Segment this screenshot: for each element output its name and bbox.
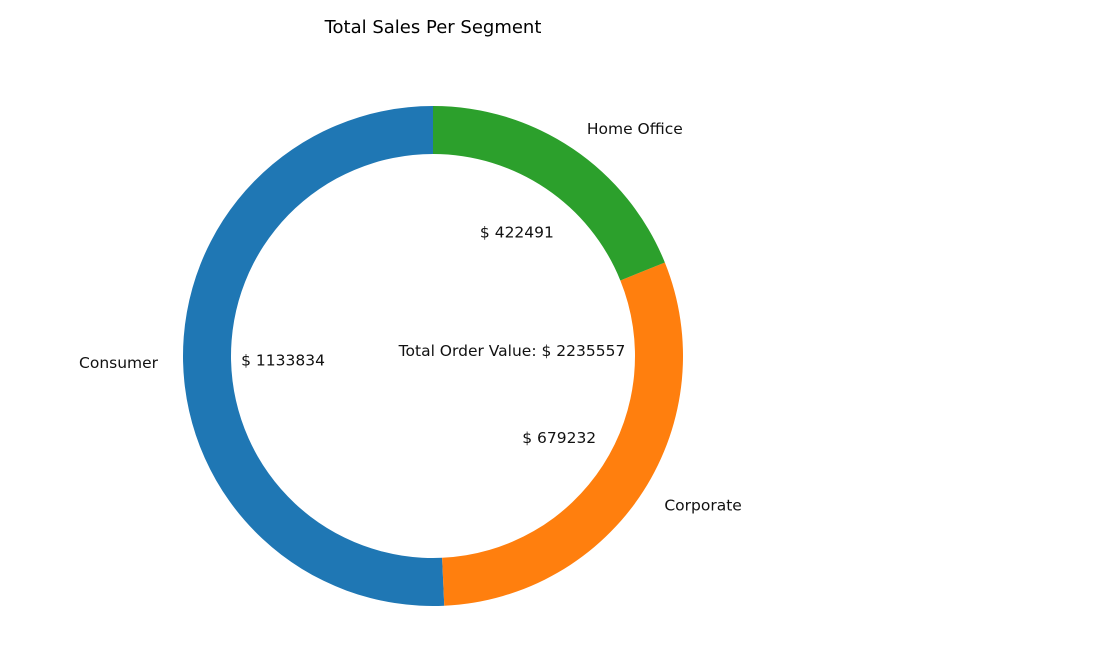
value-label-home-office: $ 422491 (480, 224, 554, 242)
donut-labels: Consumer $ 1133834 Corporate $ 679232 Home O… (79, 120, 742, 515)
slice-consumer (182, 106, 445, 607)
slice-label-home-office: Home Office (587, 120, 683, 138)
center-total-label: Total Order Value: $ 2235557 (398, 342, 626, 360)
slice-home-office (433, 106, 665, 281)
chart-title: Total Sales Per Segment (324, 17, 542, 38)
value-label-corporate: $ 679232 (522, 429, 596, 447)
slice-label-consumer: Consumer (79, 354, 159, 372)
donut-slices (182, 106, 684, 607)
slice-label-corporate: Corporate (664, 497, 742, 515)
slice-corporate (442, 262, 684, 606)
value-label-consumer: $ 1133834 (241, 351, 325, 369)
